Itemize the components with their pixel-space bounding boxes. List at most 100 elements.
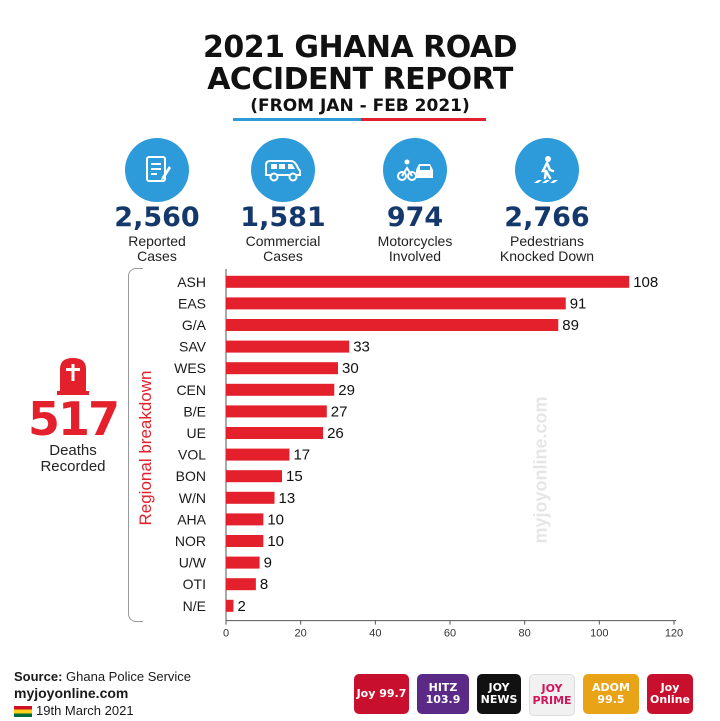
stat-label: Involved [388, 248, 442, 264]
motorcycle-car-crash-icon [383, 138, 447, 202]
value-label: 33 [353, 339, 370, 356]
source-value: Ghana Police Service [66, 669, 192, 684]
deaths-label: Deaths [49, 442, 97, 459]
logo-hitz: HITZ 103.9 [417, 674, 469, 714]
bar [226, 578, 256, 591]
van-icon [251, 138, 315, 202]
category-label: VOL [178, 447, 206, 463]
bar [226, 297, 566, 310]
category-label: AHA [177, 511, 206, 527]
stat-commercial-cases: 1,581 Commercial Cases [208, 138, 358, 264]
category-label: NOR [175, 533, 206, 549]
stat-label: Cases [263, 248, 303, 264]
stat-label: Knocked Down [499, 248, 595, 264]
category-label: UE [187, 425, 206, 441]
category-label: B/E [183, 403, 206, 419]
bar [226, 599, 234, 612]
logo-joy-997: Joy 99.7 [354, 674, 409, 714]
title-underline-red [361, 118, 486, 121]
value-label: 27 [331, 403, 348, 420]
stat-value: 2,560 [114, 202, 200, 233]
date-line: 19th March 2021 [14, 703, 134, 718]
value-label: 30 [342, 360, 359, 377]
category-label: U/W [179, 555, 207, 571]
stat-value: 1,581 [240, 202, 326, 233]
bar [226, 319, 559, 331]
bar [226, 556, 260, 569]
bar [226, 470, 282, 483]
category-label: EAS [178, 295, 206, 311]
x-tick-label: 0 [223, 628, 229, 640]
category-label: N/E [183, 598, 206, 614]
stat-motorcycles: 974 Motorcycles Involved [340, 138, 490, 264]
deaths-label: Recorded [40, 458, 106, 475]
value-label: 108 [633, 274, 658, 291]
category-label: CEN [176, 382, 206, 398]
value-label: 89 [562, 317, 579, 334]
x-tick-label: 80 [519, 628, 531, 640]
category-label: SAV [179, 339, 207, 355]
site-name: myjoyonline.com [14, 685, 129, 701]
title-underline-blue [233, 118, 361, 121]
value-label: 29 [338, 382, 355, 399]
value-label: 13 [279, 490, 296, 507]
value-label: 26 [327, 425, 344, 442]
stat-label: Cases [137, 248, 177, 264]
category-label: G/A [182, 317, 207, 333]
stat-value: 2,766 [504, 202, 590, 233]
value-label: 10 [267, 533, 284, 550]
region-bracket [128, 268, 143, 622]
x-tick-label: 120 [665, 628, 683, 640]
category-label: BON [176, 468, 206, 484]
logo-adom: ADOM 99.5 [583, 674, 639, 714]
logo-joy-prime: JOY PRIME [529, 674, 575, 716]
ghana-flag-icon [14, 706, 32, 718]
bar [226, 405, 327, 418]
brand-logos: Joy 99.7 HITZ 103.9 JOY NEWS JOY PRIME A… [354, 674, 693, 716]
value-label: 2 [237, 598, 245, 615]
pedestrian-crossing-icon [515, 138, 579, 202]
x-tick-label: 100 [590, 628, 608, 640]
source-label: Source: [14, 669, 63, 684]
value-label: 10 [267, 511, 284, 528]
bar [226, 362, 338, 375]
stat-value: 974 [386, 202, 444, 233]
stat-label: Reported [128, 233, 186, 249]
title-line-1: 2021 GHANA ROAD [202, 30, 518, 65]
logo-joy-news: JOY NEWS [477, 674, 521, 714]
stat-label: Commercial [245, 233, 321, 249]
category-label: WES [174, 360, 206, 376]
stat-label: Motorcycles [377, 233, 453, 249]
bar [226, 535, 264, 547]
stat-pedestrians: 2,766 Pedestrians Knocked Down [472, 138, 622, 264]
value-label: 9 [264, 555, 272, 572]
value-label: 91 [570, 295, 587, 312]
value-label: 17 [293, 447, 310, 464]
logo-joy-online: Joy Online [647, 674, 693, 714]
x-tick-label: 20 [295, 628, 307, 640]
bar [226, 275, 630, 288]
category-label: W/N [179, 490, 206, 506]
date-text: 19th March 2021 [36, 703, 134, 718]
bar [226, 383, 335, 396]
report-icon [125, 138, 189, 202]
tombstone-icon [56, 355, 90, 395]
value-label: 8 [260, 576, 268, 593]
deaths-recorded: 517 Deaths Recorded [28, 355, 120, 475]
title-line-2: ACCIDENT REPORT [207, 62, 513, 97]
bar [226, 427, 324, 439]
bar [226, 513, 264, 526]
x-tick-label: 60 [444, 628, 456, 640]
bar [226, 491, 275, 504]
subtitle: (FROM JAN - FEB 2021) [250, 96, 470, 116]
value-label: 15 [286, 468, 303, 485]
category-label: OTI [183, 576, 206, 592]
source-line: Source: Ghana Police Service [14, 669, 191, 684]
x-tick-label: 40 [369, 628, 381, 640]
stat-reported-cases: 2,560 Reported Cases [82, 138, 232, 264]
deaths-value: 517 [28, 392, 120, 446]
bar [226, 340, 350, 353]
stat-label: Pedestrians [510, 233, 584, 249]
category-label: ASH [177, 274, 206, 290]
